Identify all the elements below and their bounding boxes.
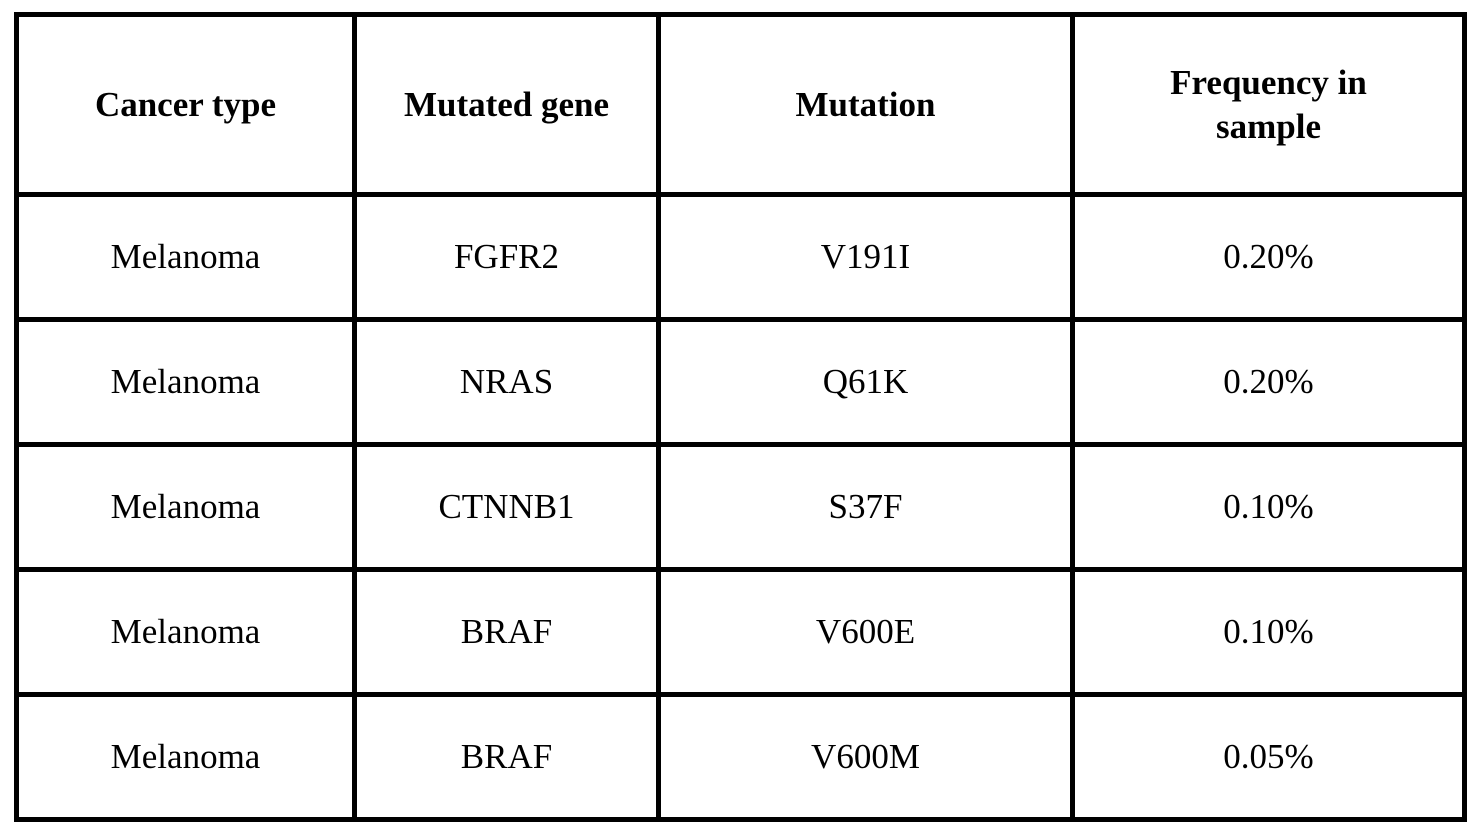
cell-frequency: 0.20%: [1070, 192, 1467, 322]
cell-mutation: Q61K: [656, 317, 1075, 447]
mutation-frequency-table: Cancer type Mutated gene Mutation Freque…: [14, 12, 1467, 822]
cell-mutated-gene: BRAF: [352, 692, 661, 822]
cell-mutation: V191I: [656, 192, 1075, 322]
cell-mutation: V600E: [656, 567, 1075, 697]
cell-frequency: 0.05%: [1070, 692, 1467, 822]
cell-frequency: 0.20%: [1070, 317, 1467, 447]
cell-mutated-gene: BRAF: [352, 567, 661, 697]
column-header-mutated-gene: Mutated gene: [352, 12, 661, 197]
cell-mutated-gene: NRAS: [352, 317, 661, 447]
table-row: Melanoma BRAF V600E 0.10%: [14, 567, 1467, 697]
column-header-cancer-type: Cancer type: [14, 12, 357, 197]
column-header-label: Mutated gene: [403, 84, 610, 124]
cell-cancer-type: Melanoma: [14, 692, 357, 822]
column-header-frequency: Frequency in sample: [1070, 12, 1467, 197]
table-row: Melanoma CTNNB1 S37F 0.10%: [14, 442, 1467, 572]
cell-mutated-gene: FGFR2: [352, 192, 661, 322]
cell-cancer-type: Melanoma: [14, 192, 357, 322]
column-header-label: Mutation: [795, 84, 936, 124]
table-row: Melanoma NRAS Q61K 0.20%: [14, 317, 1467, 447]
column-header-label: Cancer type: [94, 84, 277, 124]
cell-mutation: S37F: [656, 442, 1075, 572]
table-header-row: Cancer type Mutated gene Mutation Freque…: [14, 12, 1467, 197]
table-row: Melanoma FGFR2 V191I 0.20%: [14, 192, 1467, 322]
cell-frequency: 0.10%: [1070, 567, 1467, 697]
cell-mutated-gene: CTNNB1: [352, 442, 661, 572]
cell-frequency: 0.10%: [1070, 442, 1467, 572]
column-header-label: Frequency in sample: [1170, 62, 1367, 146]
cell-cancer-type: Melanoma: [14, 317, 357, 447]
cell-cancer-type: Melanoma: [14, 567, 357, 697]
cell-mutation: V600M: [656, 692, 1075, 822]
table-row: Melanoma BRAF V600M 0.05%: [14, 692, 1467, 822]
cell-cancer-type: Melanoma: [14, 442, 357, 572]
column-header-mutation: Mutation: [656, 12, 1075, 197]
